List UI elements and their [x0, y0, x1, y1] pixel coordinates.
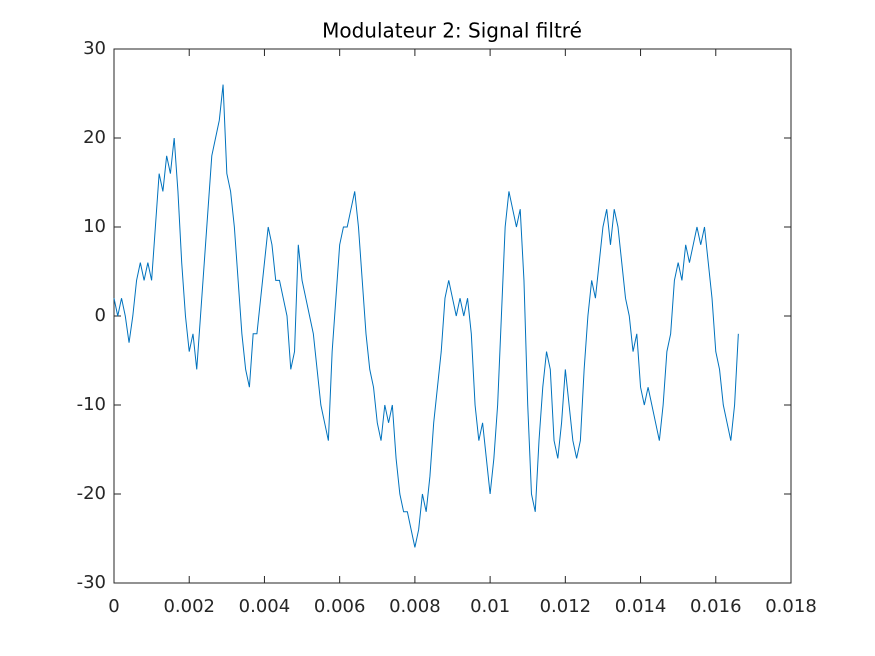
x-tick-label: 0.018: [765, 596, 817, 617]
chart-title: Modulateur 2: Signal filtré: [322, 19, 582, 43]
y-tick-label: 20: [83, 127, 106, 148]
y-tick-label: 30: [83, 38, 106, 59]
x-tick-label: 0.008: [389, 596, 441, 617]
x-tick-label: 0.002: [163, 596, 215, 617]
y-tick-label: 10: [83, 216, 106, 237]
x-tick-label: 0.01: [470, 596, 510, 617]
y-tick-label: -10: [77, 394, 106, 415]
y-tick-label: 0: [95, 305, 106, 326]
x-tick-label: 0.006: [314, 596, 366, 617]
x-tick-label: 0.014: [615, 596, 667, 617]
x-tick-label: 0: [108, 596, 119, 617]
axes-box: [113, 48, 792, 584]
x-tick-label: 0.004: [239, 596, 291, 617]
signal-line: [113, 84, 739, 548]
x-tick-label: 0.016: [690, 596, 742, 617]
y-tick-label: -20: [77, 483, 106, 504]
x-tick-label: 0.012: [540, 596, 592, 617]
y-tick-label: -30: [77, 572, 106, 593]
